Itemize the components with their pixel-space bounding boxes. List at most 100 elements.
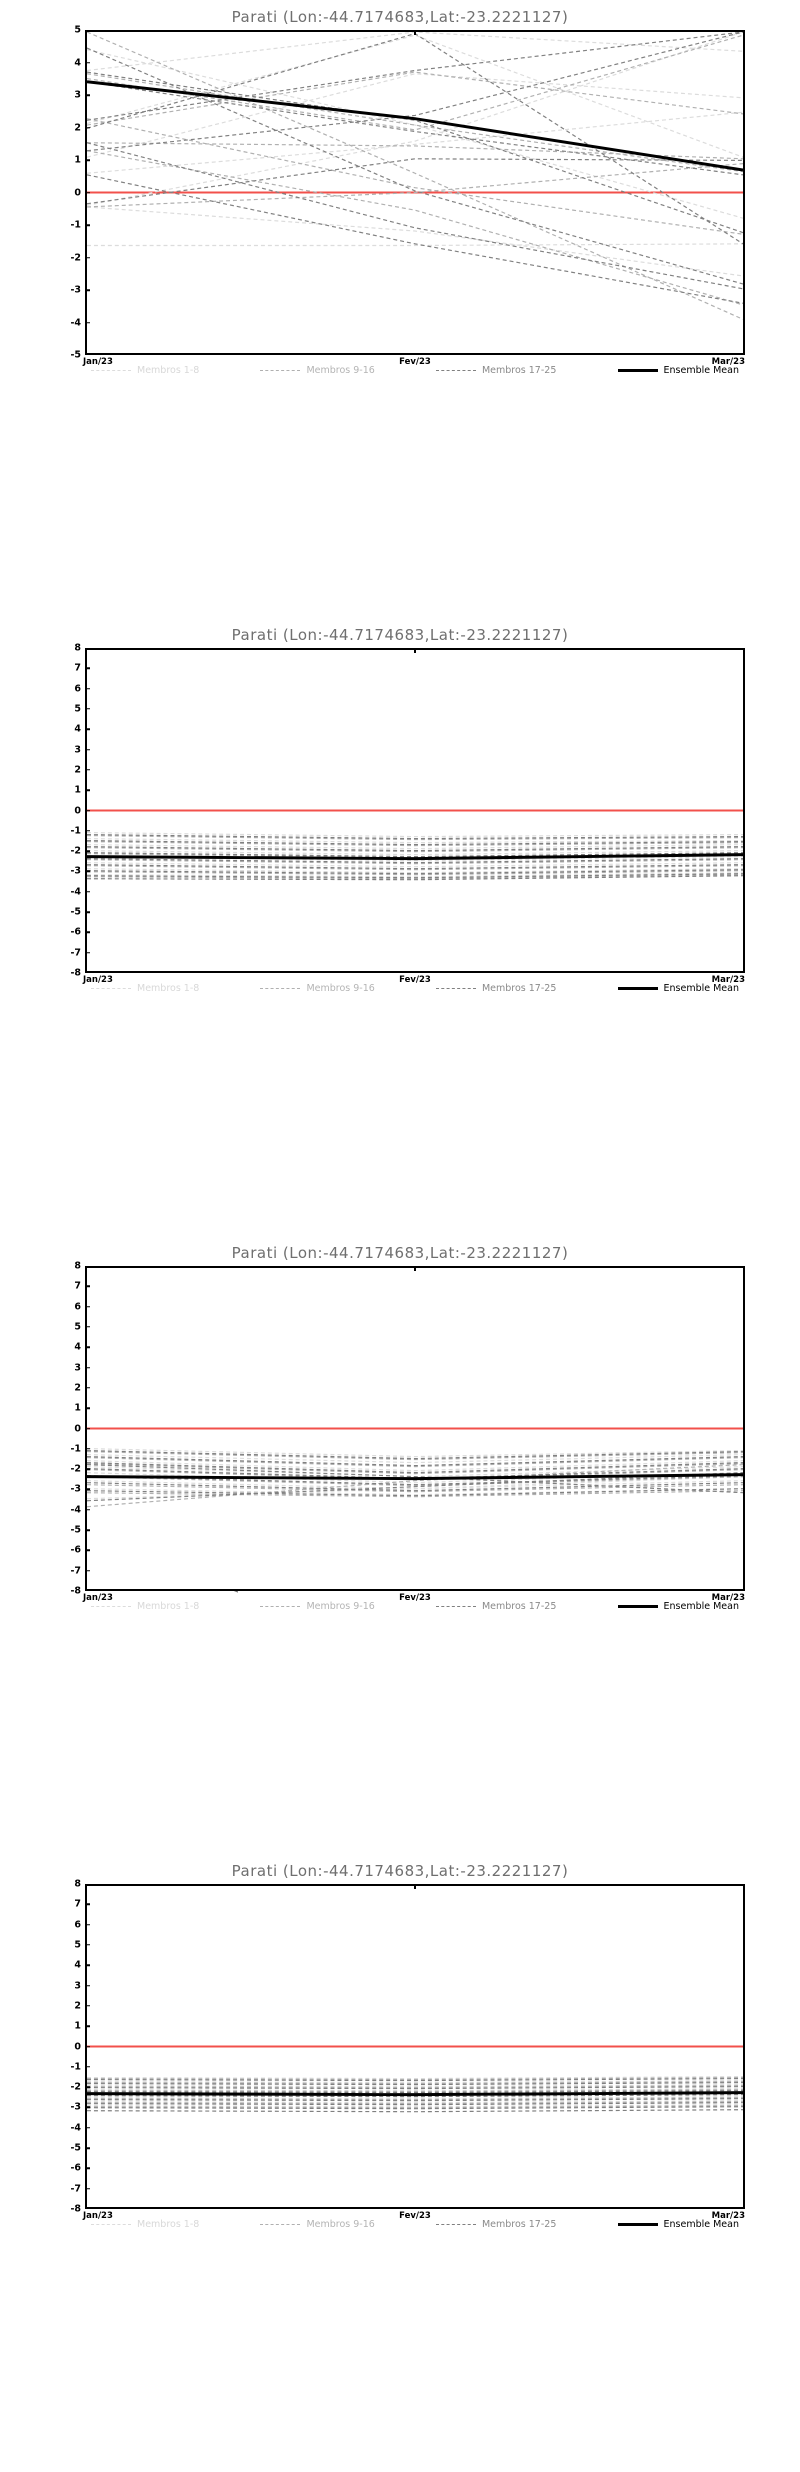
legend-item[interactable]: Membros 9-16 xyxy=(260,364,375,376)
member-line xyxy=(87,864,743,870)
x-tick-label: Mar/23 xyxy=(711,2211,745,2221)
y-tick-label: 7 xyxy=(74,662,81,674)
y-tick-label: -8 xyxy=(70,967,81,979)
legend-dashed-line-icon xyxy=(435,369,476,371)
legend-dashed-line-icon xyxy=(91,1605,131,1607)
legend-item[interactable]: Ensemble Mean xyxy=(617,983,739,994)
legend-item[interactable]: Membros 9-16 xyxy=(260,1601,375,1612)
legend-item[interactable]: Membros 1-8 xyxy=(91,1601,199,1612)
member-line xyxy=(87,47,743,285)
member-line xyxy=(87,2101,743,2105)
member-line xyxy=(87,2089,743,2093)
legend-label: Membros 9-16 xyxy=(306,364,375,376)
member-line xyxy=(87,2106,743,2110)
x-tick-label: Fev/23 xyxy=(399,357,431,367)
legend-label: Membros 17-25 xyxy=(481,982,557,994)
x-tick-label: Jan/23 xyxy=(83,1593,113,1603)
member-line xyxy=(87,1463,743,1475)
y-tick-label: 1 xyxy=(74,784,81,796)
y-tick-label: -8 xyxy=(70,1585,81,1597)
legend-item[interactable]: Membros 1-8 xyxy=(91,2219,199,2230)
y-tick-label: 3 xyxy=(74,1980,81,1992)
member-line xyxy=(87,852,743,858)
y-tick-mark xyxy=(85,1923,90,1926)
legend-solid-line-icon xyxy=(617,368,658,372)
legend-item[interactable]: Membros 17-25 xyxy=(435,365,556,376)
y-tick-mark xyxy=(85,1407,90,1409)
y-tick-mark xyxy=(85,870,90,873)
legend-item[interactable]: Membros 17-25 xyxy=(435,1601,556,1612)
legend-item[interactable]: Ensemble Mean xyxy=(617,365,739,376)
legend-item[interactable]: Ensemble Mean xyxy=(617,1601,739,1612)
y-tick-mark xyxy=(85,809,90,812)
y-tick-mark xyxy=(85,94,90,96)
y-tick-mark xyxy=(85,2066,90,2068)
member-line xyxy=(87,32,743,72)
y-tick-mark xyxy=(85,1285,90,1288)
y-tick-label: 6 xyxy=(74,1301,81,1313)
member-line xyxy=(87,174,743,304)
legend-label: Membros 1-8 xyxy=(137,1600,200,1612)
y-tick-mark xyxy=(85,2106,90,2109)
y-tick-label: -5 xyxy=(70,2142,81,2154)
y-tick-label: 8 xyxy=(74,642,81,654)
y-tick-mark xyxy=(85,1488,90,1491)
member-line xyxy=(87,1472,743,1484)
legend-item[interactable]: Ensemble Mean xyxy=(617,2218,740,2230)
legend-item[interactable]: Membros 17-25 xyxy=(435,2218,557,2230)
x-tick-label: Fev/23 xyxy=(399,2211,431,2221)
x-tick-label: Mar/23 xyxy=(711,1593,745,1603)
member-line xyxy=(87,2076,743,2081)
y-tick-label: 3 xyxy=(74,1362,81,1374)
y-tick-label: 2 xyxy=(74,2000,81,2012)
plot-frame xyxy=(85,1884,745,2209)
member-line xyxy=(87,858,743,864)
member-line xyxy=(87,840,743,846)
y-tick-label: -2 xyxy=(70,2081,81,2093)
member-line xyxy=(87,2080,743,2084)
legend-item[interactable]: Membros 1-8 xyxy=(91,983,199,994)
legend-label: Membros 17-25 xyxy=(481,2218,557,2230)
member-line xyxy=(87,206,743,277)
x-tick-label: Mar/23 xyxy=(711,357,745,367)
member-line xyxy=(87,870,743,876)
member-line xyxy=(87,32,743,320)
member-line xyxy=(87,874,743,880)
member-line xyxy=(87,2100,743,2104)
y-tick-mark xyxy=(85,224,90,226)
member-line xyxy=(87,868,743,874)
y-tick-label: 4 xyxy=(74,57,81,68)
y-tick-mark xyxy=(85,1387,90,1389)
member-line xyxy=(87,142,743,290)
member-line xyxy=(87,834,743,841)
member-line xyxy=(87,2090,743,2094)
member-line xyxy=(87,847,743,853)
y-tick-label: -1 xyxy=(70,825,81,837)
y-tick-mark xyxy=(85,1569,90,1572)
plot-frame xyxy=(85,648,745,973)
legend-item[interactable]: Membros 17-25 xyxy=(435,982,557,994)
legend-label: Ensemble Mean xyxy=(663,2218,740,2230)
y-tick-label: 4 xyxy=(74,1959,81,1971)
member-line xyxy=(87,850,743,856)
y-tick-label: -5 xyxy=(70,906,81,918)
legend-item[interactable]: Membros 1-8 xyxy=(91,365,199,376)
legend-item[interactable]: Membros 9-16 xyxy=(260,983,375,994)
y-tick-mark xyxy=(85,850,90,852)
chart-legend: Membros 1-8 Membros 9-16 Membros 17-25 Ense… xyxy=(85,1598,745,1614)
y-tick-mark xyxy=(85,1305,90,1308)
y-tick-label: 0 xyxy=(74,187,81,198)
member-line xyxy=(87,1453,743,1464)
y-tick-mark xyxy=(85,2187,90,2190)
member-line xyxy=(87,2088,743,2092)
legend-label: Membros 9-16 xyxy=(306,2218,375,2230)
x-tick-mark xyxy=(414,1884,416,1889)
y-tick-mark xyxy=(85,1509,90,1511)
member-line xyxy=(87,2084,743,2088)
legend-dashed-line-icon xyxy=(260,987,301,989)
legend-item[interactable]: Membros 9-16 xyxy=(260,2218,375,2230)
legend-dashed-line-icon xyxy=(91,2223,131,2225)
chart-legend: Membros 1-8 Membros 9-16 Membros 17-25 Ense… xyxy=(85,2216,745,2232)
chart-panel: Parati (Lon:-44.7174683,Lat:-23.2221127)… xyxy=(0,0,800,618)
plot-area: Anomalia de Temperatura Media a 2m (oC)8… xyxy=(70,643,745,985)
